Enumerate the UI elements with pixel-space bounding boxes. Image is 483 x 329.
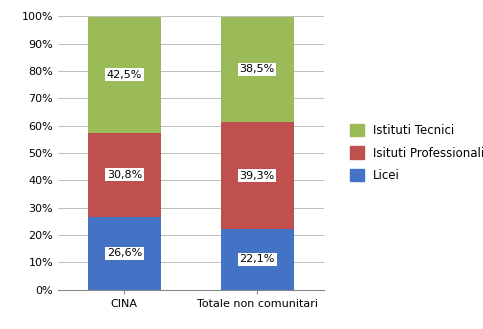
Text: 30,8%: 30,8% [107, 170, 142, 180]
Text: 39,3%: 39,3% [240, 170, 275, 181]
Bar [88, 133, 161, 217]
Bar [88, 217, 161, 290]
Text: 22,1%: 22,1% [240, 254, 275, 264]
Text: 26,6%: 26,6% [107, 248, 142, 258]
Bar [221, 229, 294, 290]
Text: 42,5%: 42,5% [107, 70, 142, 80]
Bar [221, 17, 294, 122]
Bar [221, 122, 294, 229]
Legend: Istituti Tecnici, Isituti Professionali, Licei: Istituti Tecnici, Isituti Professionali,… [345, 119, 483, 187]
Bar [88, 17, 161, 133]
Text: 38,5%: 38,5% [240, 64, 275, 74]
